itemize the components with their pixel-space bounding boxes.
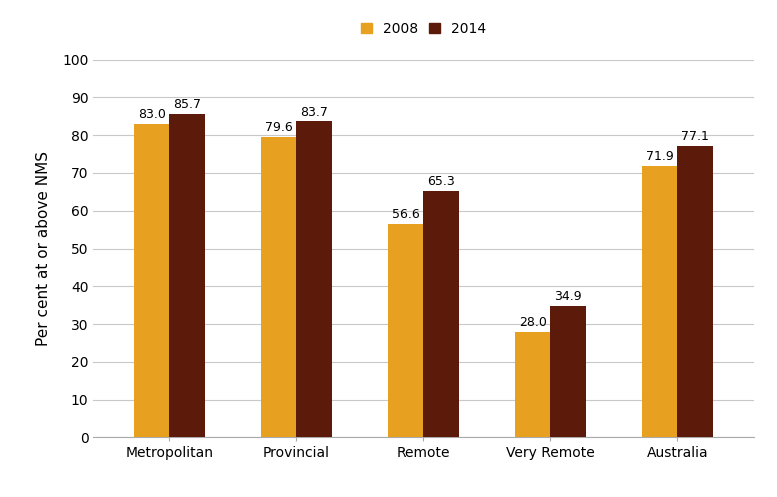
Bar <box>261 137 297 437</box>
Text: 71.9: 71.9 <box>646 150 674 163</box>
Text: 28.0: 28.0 <box>519 316 547 329</box>
Bar <box>550 306 586 437</box>
Y-axis label: Per cent at or above NMS: Per cent at or above NMS <box>36 151 51 346</box>
Bar <box>297 121 332 437</box>
Text: 56.6: 56.6 <box>392 208 420 221</box>
Text: 79.6: 79.6 <box>265 121 293 134</box>
Text: 65.3: 65.3 <box>427 175 455 188</box>
Bar <box>134 124 169 437</box>
Text: 77.1: 77.1 <box>681 131 709 144</box>
Bar <box>642 166 678 437</box>
Text: 83.7: 83.7 <box>300 105 328 119</box>
Text: 83.0: 83.0 <box>138 108 166 121</box>
Legend: 2008, 2014: 2008, 2014 <box>357 17 490 40</box>
Text: 34.9: 34.9 <box>555 290 582 303</box>
Bar <box>515 331 550 437</box>
Bar <box>169 114 205 437</box>
Text: 85.7: 85.7 <box>173 98 201 111</box>
Bar <box>388 224 423 437</box>
Bar <box>678 146 713 437</box>
Bar <box>423 191 459 437</box>
